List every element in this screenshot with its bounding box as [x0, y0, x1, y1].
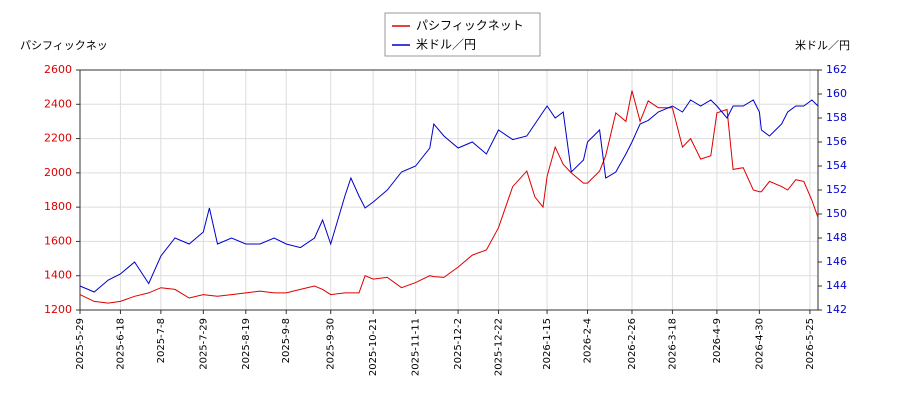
x-tick-label: 2026-4-9: [712, 318, 723, 363]
y-tick-label: 2400: [44, 97, 72, 110]
x-tick-label: 2025-9-8: [281, 318, 292, 363]
legend-label: 米ドル／円: [416, 38, 476, 52]
y-tick-label: 1400: [44, 269, 72, 282]
y2-tick-label: 154: [826, 159, 847, 172]
y-tick-label: 1600: [44, 234, 72, 247]
x-tick-label: 2025-8-19: [241, 318, 252, 370]
y-tick-label: 2200: [44, 132, 72, 145]
y2-tick-label: 158: [826, 111, 847, 124]
y2-tick-label: 150: [826, 207, 847, 220]
series-line: [79, 90, 819, 304]
x-tick-label: 2026-5-25: [805, 318, 816, 370]
y2-tick-label: 144: [826, 279, 847, 292]
legend-box: [384, 12, 541, 57]
x-tick-label: 2025-10-21: [368, 318, 379, 376]
x-tick-label: 2025-7-29: [198, 318, 209, 370]
y2-tick-label: 148: [826, 231, 847, 244]
y2-tick-label: 162: [826, 63, 847, 76]
y2-tick-label: 142: [826, 303, 847, 316]
x-tick-label: 2026-3-18: [667, 318, 678, 370]
legend-label: パシフィックネット: [416, 19, 524, 33]
x-tick-label: 2026-2-26: [627, 318, 638, 370]
x-tick-label: 2025-7-8: [156, 318, 167, 363]
y-tick-label: 1200: [44, 303, 72, 316]
x-tick-label: 2026-1-15: [542, 318, 553, 370]
y-axis-label: パシフィックネッ: [20, 39, 108, 52]
y-tick-label: 1800: [44, 200, 72, 213]
y2-tick-label: 152: [826, 183, 847, 196]
x-tick-label: 2025-12-2: [453, 318, 464, 370]
plot-frame: [79, 69, 819, 311]
y2-axis-label: 米ドル／円: [795, 39, 850, 52]
series-line: [79, 99, 819, 293]
y2-tick-label: 160: [826, 87, 847, 100]
x-tick-label: 2025-11-11: [411, 318, 422, 376]
x-tick-label: 2026-4-30: [754, 318, 765, 370]
x-tick-label: 2025-6-18: [115, 318, 126, 370]
x-tick-label: 2025-9-30: [326, 318, 337, 370]
y2-tick-label: 156: [826, 135, 847, 148]
x-tick-label: 2025-12-22: [494, 318, 505, 376]
y-tick-label: 2000: [44, 166, 72, 179]
x-tick-label: 2025-5-29: [75, 318, 86, 370]
y2-tick-label: 146: [826, 255, 847, 268]
y-tick-label: 2600: [44, 63, 72, 76]
x-tick-label: 2026-2-4: [583, 318, 594, 363]
